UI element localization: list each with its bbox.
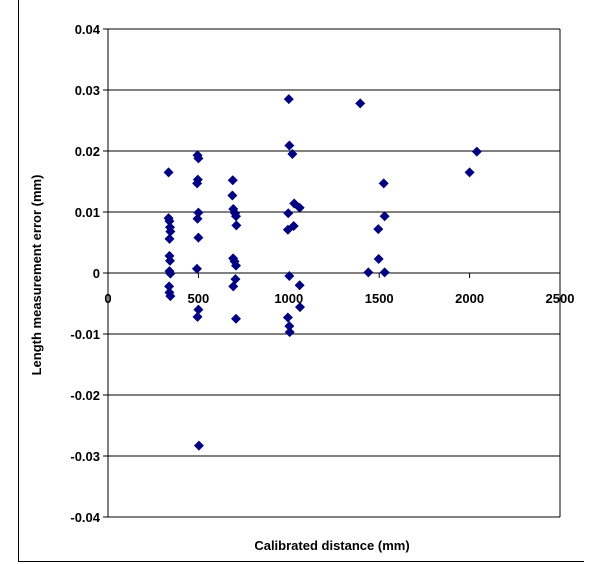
data-point	[193, 304, 204, 315]
data-point	[287, 149, 298, 160]
data-point	[378, 178, 389, 189]
data-point	[193, 153, 204, 164]
data-point	[283, 94, 294, 105]
data-points	[163, 94, 482, 451]
data-point	[228, 281, 239, 292]
data-point	[230, 274, 241, 285]
data-point	[284, 327, 295, 338]
y-tick-label: 0.03	[75, 83, 100, 98]
x-tick-label: 2000	[455, 291, 484, 306]
x-tick-labels: 0 500 1000 1500 2000 2500	[104, 291, 574, 306]
x-axis-title: Calibrated distance (mm)	[254, 538, 409, 553]
data-point	[164, 250, 175, 261]
y-tick-label: 0	[93, 266, 100, 281]
data-point	[373, 253, 384, 264]
data-point	[231, 220, 242, 231]
data-point	[284, 321, 295, 332]
chart-frame: 0.04 0.03 0.02 0.01 0 -0.01 -0.02 -0.03 -0.04 0 5…	[18, 0, 584, 562]
x-tick-label: 0	[104, 291, 111, 306]
y-tick-label: 0.02	[75, 144, 100, 159]
data-point	[379, 211, 390, 222]
y-tick-label: -0.02	[70, 388, 100, 403]
y-axis-title: Length measurement error (mm)	[29, 175, 44, 376]
data-point	[231, 211, 242, 222]
data-point	[165, 291, 176, 302]
data-point	[227, 175, 238, 186]
data-point	[163, 167, 174, 178]
data-point	[227, 190, 238, 201]
data-point	[191, 263, 202, 274]
data-point	[192, 178, 203, 189]
y-tick-label: 0.01	[75, 205, 100, 220]
data-point	[295, 302, 306, 313]
data-point	[193, 232, 204, 243]
data-point	[284, 271, 295, 282]
data-point	[164, 281, 175, 292]
x-tick-label: 1500	[365, 291, 394, 306]
data-point	[471, 146, 482, 157]
x-tick-label: 500	[188, 291, 210, 306]
y-tick-label: -0.04	[70, 510, 100, 525]
data-point	[165, 226, 176, 237]
data-point	[282, 312, 293, 323]
x-tick-label: 2500	[546, 291, 575, 306]
data-point	[165, 268, 176, 279]
data-point	[294, 280, 305, 291]
data-point	[284, 140, 295, 151]
data-point	[464, 167, 475, 178]
data-point	[164, 233, 175, 244]
data-point	[355, 98, 366, 109]
scatter-chart: 0.04 0.03 0.02 0.01 0 -0.01 -0.02 -0.03 -0.04 0 5…	[29, 22, 574, 553]
data-point	[193, 207, 204, 218]
data-point	[363, 267, 374, 278]
x-tick-label: 1000	[274, 291, 303, 306]
data-point	[192, 213, 203, 224]
y-tick-labels: 0.04 0.03 0.02 0.01 0 -0.01 -0.02 -0.03 -0.04	[70, 22, 100, 525]
data-point	[231, 313, 242, 324]
y-tick-label: -0.01	[70, 327, 100, 342]
data-point	[165, 255, 176, 266]
y-tick-label: 0.04	[75, 22, 101, 37]
data-point	[288, 221, 299, 232]
data-point	[294, 202, 305, 213]
data-point	[164, 216, 175, 227]
data-point	[231, 260, 242, 271]
data-point	[379, 267, 390, 278]
axes	[103, 28, 561, 518]
data-point	[193, 440, 204, 451]
data-point	[373, 224, 384, 235]
y-tick-label: -0.03	[70, 449, 100, 464]
data-point	[192, 311, 203, 322]
data-point	[283, 208, 294, 219]
